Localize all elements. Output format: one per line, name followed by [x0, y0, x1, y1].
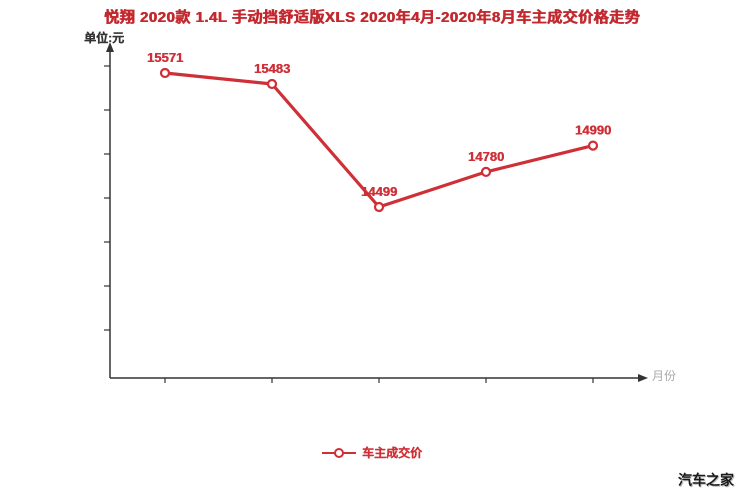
y-axis-arrow-icon — [106, 42, 114, 52]
data-point-label: 15571 — [147, 50, 183, 65]
data-point — [159, 67, 171, 79]
data-point-label: 15483 — [254, 61, 290, 76]
data-point-label: 14780 — [468, 149, 504, 164]
data-point — [373, 201, 385, 213]
data-point-label: 14499 — [361, 184, 397, 199]
data-point — [480, 166, 492, 177]
data-point — [266, 78, 278, 90]
data-point-label: 14990 — [575, 123, 611, 138]
y-axis-unit-label: 单位:元 — [84, 31, 124, 45]
legend-label: 车主成交价 — [361, 446, 422, 460]
x-axis-label: 月份 — [652, 369, 677, 383]
legend-line-marker-icon — [321, 447, 356, 458]
x-axis-arrow-icon — [638, 374, 648, 382]
chart-title: 悦翔 2020款 1.4L 手动挡舒适版XLS 2020年4月-2020年8月车… — [104, 9, 640, 26]
data-point — [587, 140, 599, 151]
watermark-logo: 汽车之家 — [678, 472, 734, 488]
legend: 车主成交价 — [0, 444, 744, 461]
